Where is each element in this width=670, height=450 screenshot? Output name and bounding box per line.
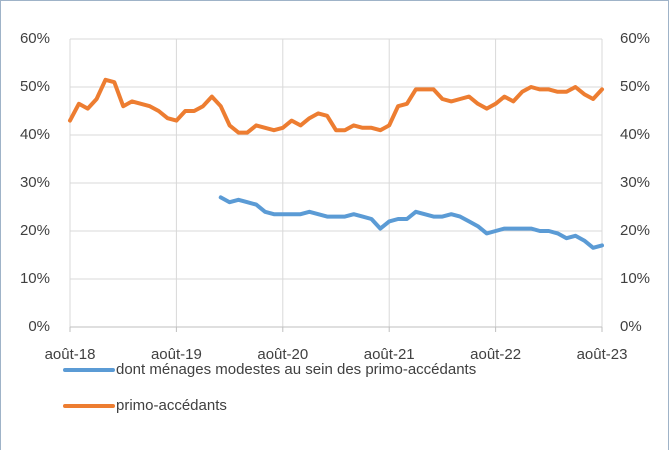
y-tick-label: 40%	[20, 126, 50, 143]
series-line	[218, 195, 604, 250]
y2-tick-label: 50%	[620, 78, 650, 95]
y2-tick-label: 20%	[620, 222, 650, 239]
legend-label: dont ménages modestes au sein des primo-…	[116, 361, 476, 378]
x-tick-label: août-18	[45, 346, 96, 363]
y2-tick-label: 60%	[620, 30, 650, 47]
x-tick-label: août-20	[257, 346, 308, 363]
y-tick-label: 20%	[20, 222, 50, 239]
y2-tick-label: 40%	[620, 126, 650, 143]
y-tick-label: 0%	[28, 318, 50, 335]
x-tick-label: août-21	[364, 346, 415, 363]
x-tick-label: août-22	[470, 346, 521, 363]
y-tick-label: 30%	[20, 174, 50, 191]
y2-tick-label: 0%	[620, 318, 642, 335]
y-tick-label: 50%	[20, 78, 50, 95]
x-tick-label: août-23	[577, 346, 628, 363]
y-tick-label: 10%	[20, 270, 50, 287]
y2-tick-label: 10%	[620, 270, 650, 287]
series-line	[68, 77, 604, 135]
y2-tick-label: 30%	[620, 174, 650, 191]
y-tick-label: 60%	[20, 30, 50, 47]
legend-label: primo-accédants	[116, 397, 227, 414]
x-tick-label: août-19	[151, 346, 202, 363]
